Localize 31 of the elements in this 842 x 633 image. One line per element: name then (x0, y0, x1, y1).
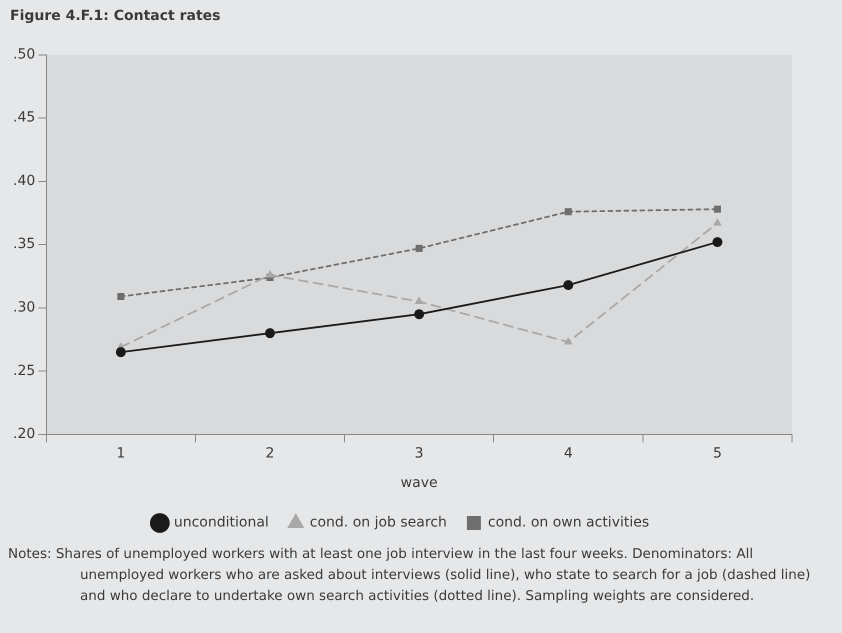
y-tick-label: .35 (13, 236, 36, 252)
x-axis-title: wave (400, 475, 438, 492)
y-tick-label: .20 (13, 426, 36, 442)
point (414, 309, 424, 320)
point (416, 244, 423, 252)
y-tick-label: .50 (13, 46, 36, 62)
x-tick-label: 4 (564, 445, 573, 462)
point (414, 296, 424, 304)
point (564, 337, 573, 345)
point (266, 270, 274, 278)
point (713, 218, 722, 226)
y-tick-label: .25 (13, 362, 36, 379)
legend-label: cond. on job search (310, 514, 447, 531)
x-tick-label: 2 (266, 445, 274, 462)
y-tick-label: .30 (13, 300, 36, 316)
point (714, 206, 721, 213)
point (712, 237, 722, 248)
point (117, 292, 124, 300)
legend-label: unconditional (174, 514, 269, 531)
x-tick-label: 3 (414, 445, 424, 462)
legend-label: cond. on own activities (488, 514, 650, 531)
chart-title: Figure 4.F.1: Contact rates (10, 8, 220, 24)
x-tick-label: 5 (712, 445, 722, 462)
y-tick-label: .45 (13, 110, 36, 126)
point (564, 208, 572, 216)
point (116, 347, 126, 358)
x-tick-label: 1 (116, 445, 126, 462)
y-tick-label: .40 (13, 172, 36, 189)
point (264, 328, 275, 338)
point (563, 280, 574, 290)
text: Notes: Shares of unemployed workers with at least one job interview in the last four weeks. Denominators: All unemployed workers who are asked about interviews (solid line), who state to search for a job (dashed line) and who declare to undertake own search activities (dotted line). Sampling weights are considered. (8, 545, 812, 606)
